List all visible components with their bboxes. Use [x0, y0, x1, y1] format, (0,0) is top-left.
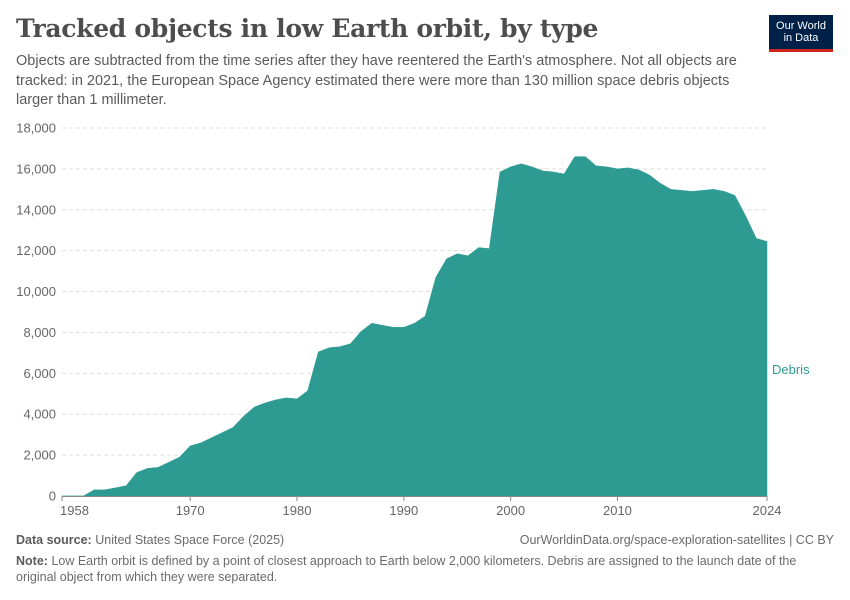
series-areas — [62, 156, 768, 497]
chart-subtitle: Objects are subtracted from the time ser… — [16, 53, 737, 108]
logo-line-2: in Data — [783, 32, 819, 44]
area-chart: 0 2,000 4,000 6,000 8,000 10,000 12,000 14,000 1… — [16, 121, 810, 519]
y-tick-label: 12,000 — [16, 243, 56, 258]
footer-source-row: Data source: United States Space Force (… — [16, 533, 834, 547]
data-source-text[interactable]: United States Space Force (2025) — [95, 533, 285, 547]
axes: 0 2,000 4,000 6,000 8,000 10,000 12,000 14,000 1… — [16, 121, 781, 519]
y-tick-label: 16,000 — [16, 161, 56, 176]
series-label-debris: Debris — [772, 362, 810, 377]
y-tick-label: 4,000 — [23, 407, 56, 422]
footer-note: Note: Low Earth orbit is defined by a po… — [16, 553, 834, 585]
debris-area — [62, 156, 768, 497]
x-tick-label: 1980 — [283, 503, 312, 518]
x-tick-label: 2024 — [753, 503, 782, 518]
data-source-label: Data source: — [16, 533, 92, 547]
y-tick-label: 10,000 — [16, 284, 56, 299]
series-labels: Debris — [772, 362, 810, 377]
x-tick-label: 1958 — [60, 503, 89, 518]
x-tick-label: 1970 — [176, 503, 205, 518]
source-url[interactable]: OurWorldinData.org/space-exploration-sat… — [519, 533, 834, 547]
x-tick-label: 2000 — [496, 503, 525, 518]
y-tick-label: 8,000 — [23, 325, 56, 340]
note-text: Low Earth orbit is defined by a point of… — [16, 554, 797, 584]
data-source: Data source: United States Space Force (… — [16, 533, 284, 547]
y-tick-label: 6,000 — [23, 366, 56, 381]
x-tick-label: 2010 — [603, 503, 632, 518]
x-tick-label: 1990 — [389, 503, 418, 518]
logo-line-1: Our World — [776, 20, 826, 32]
y-tick-label: 14,000 — [16, 202, 56, 217]
y-tick-label: 0 — [49, 489, 56, 504]
y-tick-label: 2,000 — [23, 448, 56, 463]
owid-logo[interactable]: Our World in Data — [769, 15, 833, 52]
chart-title: Tracked objects in low Earth orbit, by t… — [16, 14, 599, 43]
note-label: Note: — [16, 554, 48, 568]
y-tick-label: 18,000 — [16, 121, 56, 136]
